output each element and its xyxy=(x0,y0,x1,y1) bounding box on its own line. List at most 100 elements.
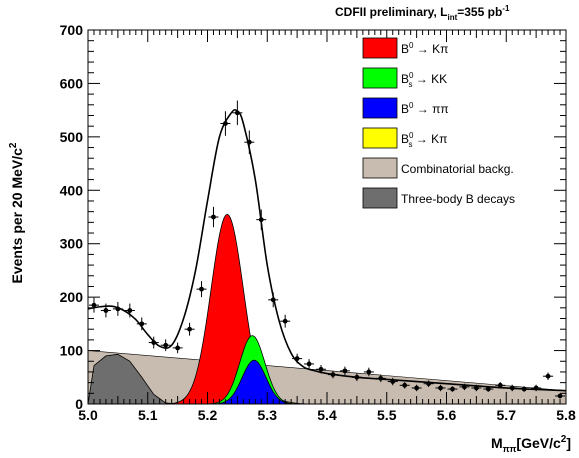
data-marker xyxy=(175,345,181,351)
data-marker xyxy=(139,321,145,327)
data-point xyxy=(148,336,159,349)
data-marker xyxy=(473,385,479,391)
data-marker xyxy=(270,297,276,303)
data-marker xyxy=(318,366,324,372)
data-marker xyxy=(402,382,408,388)
data-marker xyxy=(127,308,133,313)
legend-swatch xyxy=(362,157,398,179)
data-point xyxy=(423,380,434,387)
x-axis-title: Mππ[GeV/c2] xyxy=(491,434,571,454)
data-point xyxy=(280,314,291,328)
data-point xyxy=(519,386,530,392)
data-marker xyxy=(151,340,157,345)
legend-entry: B0 s → Kπ xyxy=(362,127,447,149)
data-point xyxy=(184,322,195,336)
data-marker xyxy=(199,286,204,292)
legend-label: B0 s → Kπ xyxy=(401,131,447,149)
data-marker xyxy=(115,306,121,312)
data-point xyxy=(244,130,255,154)
legend: B0 → Kπ B0 s → KK B0 → ππ B0 s → Kπ Combinator… xyxy=(362,37,515,209)
data-marker xyxy=(497,382,503,388)
data-point xyxy=(327,370,338,379)
data-point xyxy=(531,384,542,392)
legend-swatch xyxy=(362,97,398,119)
data-point xyxy=(483,386,494,392)
legend-entry: Three-body B decays xyxy=(362,187,515,209)
data-marker xyxy=(103,308,109,313)
legend-entry: B0 → ππ xyxy=(362,97,449,119)
legend-label: Three-body B decays xyxy=(401,192,515,206)
y-axis-title: Events per 20 MeV/c2 xyxy=(8,142,25,283)
x-tick-label: 5.4 xyxy=(317,407,337,423)
data-point xyxy=(459,383,470,391)
x-tick-label: 5.6 xyxy=(437,407,457,423)
data-point xyxy=(112,301,123,316)
y-tick-label: 100 xyxy=(60,343,84,359)
data-point xyxy=(208,206,219,228)
data-marker xyxy=(342,368,348,374)
data-point xyxy=(447,386,458,392)
data-marker xyxy=(282,318,288,324)
data-marker xyxy=(485,386,491,392)
y-tick-label: 600 xyxy=(60,75,84,91)
data-point xyxy=(375,374,386,383)
chart-header: CDFII preliminary, Lint=355 pb-1 xyxy=(335,4,510,22)
x-tick-label: 5.8 xyxy=(556,407,576,423)
data-marker xyxy=(390,379,396,384)
legend-swatch xyxy=(362,37,398,59)
data-marker xyxy=(366,369,372,375)
data-marker xyxy=(426,381,431,387)
data-marker xyxy=(557,393,563,399)
data-marker xyxy=(521,386,527,392)
data-point xyxy=(172,342,183,354)
data-marker xyxy=(223,121,228,126)
data-point xyxy=(495,382,506,389)
data-point xyxy=(100,303,111,318)
legend-swatch xyxy=(362,187,398,209)
data-point xyxy=(387,377,398,386)
data-marker xyxy=(378,375,384,381)
x-tick-label: 5.5 xyxy=(377,407,397,423)
data-point xyxy=(471,384,482,392)
y-tick-label: 700 xyxy=(60,22,84,38)
data-marker xyxy=(258,217,264,223)
data-point xyxy=(196,281,207,298)
x-tick-label: 5.0 xyxy=(78,407,98,423)
data-point xyxy=(435,384,446,392)
data-point xyxy=(292,353,303,364)
data-point xyxy=(411,384,422,392)
plot-area xyxy=(88,100,566,404)
data-point xyxy=(555,393,566,399)
legend-label: Combinatorial backg. xyxy=(401,162,514,176)
data-point xyxy=(88,297,99,313)
data-marker xyxy=(330,372,336,378)
legend-label: B0 → ππ xyxy=(401,101,449,116)
data-marker xyxy=(306,361,312,367)
data-marker xyxy=(462,384,467,390)
data-point xyxy=(399,382,410,389)
data-marker xyxy=(187,326,192,332)
plot-frame xyxy=(87,29,567,405)
fit-curve xyxy=(88,108,566,392)
data-marker xyxy=(509,385,515,391)
data-marker xyxy=(545,373,551,379)
data-marker xyxy=(294,356,300,361)
x-tick-label: 5.7 xyxy=(497,407,517,423)
y-tick-label: 500 xyxy=(60,129,84,145)
legend-entry: B0 → Kπ xyxy=(362,37,448,59)
axes: 5.0 5.1 5.2 5.3 5.4 5.5 5.6 5.7 5.8 0 100 200 300 400… xyxy=(60,22,576,423)
y-tick-label: 300 xyxy=(60,236,84,252)
x-tick-label: 5.1 xyxy=(138,407,158,423)
data-point xyxy=(543,372,554,380)
data-marker xyxy=(163,342,169,348)
y-tick-label: 400 xyxy=(60,182,84,198)
x-tick-label: 5.3 xyxy=(258,407,278,423)
data-marker xyxy=(211,214,216,220)
data-marker xyxy=(533,385,539,391)
data-marker xyxy=(354,374,360,380)
y-tick-label: 0 xyxy=(75,396,83,412)
data-marker xyxy=(91,302,97,308)
data-point xyxy=(351,373,362,382)
data-marker xyxy=(414,385,420,391)
data-point xyxy=(507,384,518,392)
